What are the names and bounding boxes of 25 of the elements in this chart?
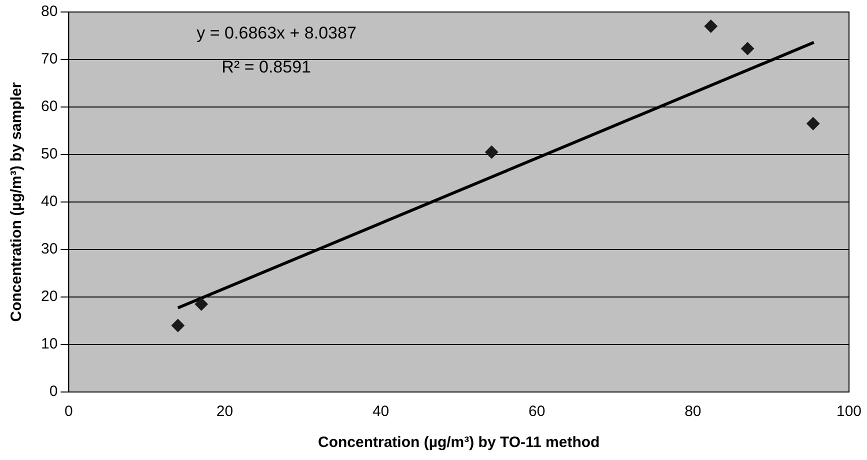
y-tick-label: 0 <box>49 383 58 400</box>
y-tick-label: 60 <box>40 98 58 116</box>
y-tick-label: 80 <box>40 3 58 20</box>
point <box>704 20 718 33</box>
y-tick-label: 30 <box>40 240 58 258</box>
point <box>741 42 754 56</box>
y-axis-title: Concentration (µg/m³) by sampler <box>8 82 26 322</box>
y-tick-label: 70 <box>40 50 58 68</box>
x-tick-label: 0 <box>64 403 73 420</box>
x-tick-label: 20 <box>216 403 234 420</box>
point <box>194 298 208 311</box>
y-tick-label: 40 <box>40 193 58 210</box>
y-tick-label: 50 <box>40 146 58 163</box>
x-tick-label: 100 <box>836 403 862 420</box>
x-tick-label: 60 <box>528 403 546 420</box>
point <box>485 146 498 159</box>
x-tick-label: 40 <box>372 403 390 420</box>
y-tick-label: 20 <box>40 288 58 306</box>
annotation: R² = 0.8591 <box>222 58 311 77</box>
point <box>806 117 820 130</box>
x-axis-title: Concentration (µg/m³) by TO-11 method <box>318 434 600 452</box>
annotation: y = 0.6863x + 8.0387 <box>196 24 356 43</box>
y-tick-label: 10 <box>40 336 58 353</box>
point <box>171 319 184 332</box>
x-tick-label: 80 <box>684 403 702 420</box>
